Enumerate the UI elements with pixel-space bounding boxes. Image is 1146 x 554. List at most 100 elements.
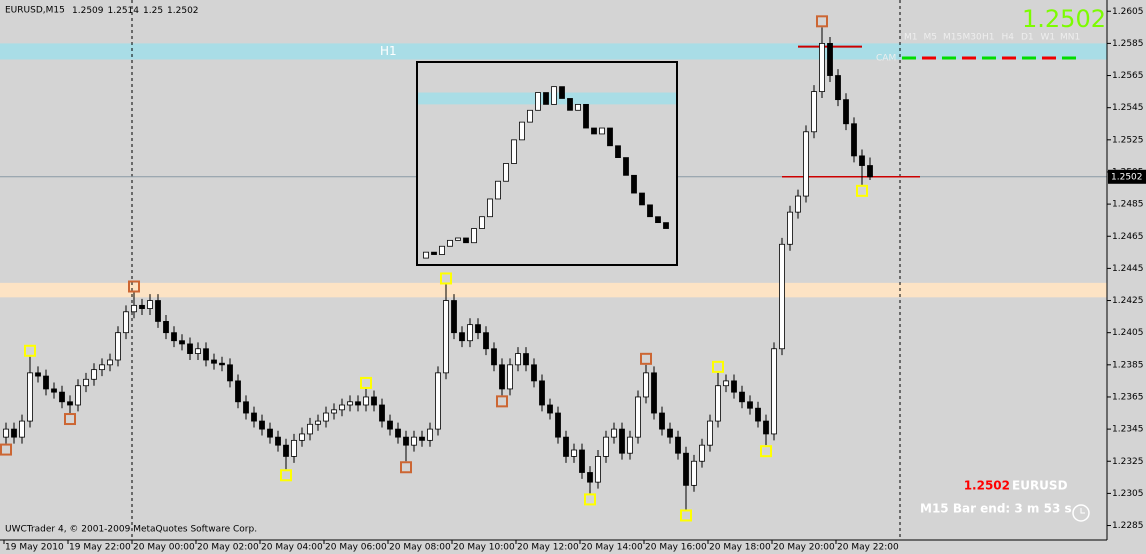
candle-body [475,324,481,334]
inset-candle-body [631,174,637,194]
inset-candle-body [535,92,541,111]
candle-body [67,401,73,406]
candle-body [187,343,193,354]
candle-body [331,409,337,414]
timeframe-button[interactable]: M30 [963,33,982,43]
fractal-up [24,344,36,357]
candle-body [123,311,129,334]
candle-body [635,396,641,438]
y-tick-label: 1.2605 [1112,7,1144,17]
candle-body [531,364,537,382]
candle-body [275,436,281,446]
candle-body [747,401,753,409]
clock-hands [1080,508,1085,514]
timeframe-button[interactable]: M15 [943,33,962,43]
candle-body [99,364,105,371]
candle-body [403,436,409,446]
candle-body [763,420,769,435]
fractal-down [680,509,692,522]
inset-candle-body [663,222,669,229]
candle-body [235,380,241,403]
candle-body [419,436,425,441]
inset-candle-body [599,127,605,135]
candle-body [3,428,9,438]
x-tick-label: 20 May 02:00 [197,543,259,553]
candle-body [715,385,721,422]
inset-candle-body [647,204,653,218]
candle-body [731,380,737,393]
header-value: 1.2514 [108,6,140,16]
candle-body [139,304,145,309]
fractal-down [280,469,292,482]
candle-body [555,412,561,438]
candle-body [587,472,593,483]
candle-body [595,456,601,483]
candle-body [339,404,345,411]
timeframe-button[interactable]: D1 [1021,33,1034,43]
candle-body [835,75,841,101]
timeframe-button[interactable]: M1 [904,33,918,43]
candle-body [739,391,745,403]
candle-body [779,243,785,350]
fractal-up [712,360,724,373]
candle-body [83,378,89,387]
candle-body [507,364,513,390]
candle-body [691,460,697,486]
x-tick-label: 20 May 12:00 [517,543,579,553]
timeframe-button[interactable]: H4 [1002,33,1015,43]
candle-body [499,364,505,390]
candle-body [699,444,705,462]
candle-body [35,372,41,377]
candle-body [627,436,633,454]
candle-body [675,436,681,454]
x-tick-label: 20 May 16:00 [645,543,707,553]
timeframe-button[interactable]: M5 [924,33,938,43]
y-tick-label: 1.2305 [1112,489,1144,499]
candle-body [243,401,249,414]
fractal-up [640,352,652,365]
candle-body [851,123,857,157]
candle-body [147,300,153,309]
candle-body [379,404,385,422]
candle-body [315,420,321,425]
candle-body [363,396,369,406]
fractal-down [400,461,412,474]
timeframe-button[interactable]: H1 [982,33,995,43]
timeframe-button[interactable]: W1 [1041,33,1056,43]
fractal-down [496,395,508,408]
candle-body [131,304,137,313]
candle-body [75,385,81,406]
candle-body [427,428,433,441]
x-tick-label: 19 May 2010 [5,543,64,553]
candle-body [291,439,297,457]
candle-body [483,332,489,350]
candle-body [491,348,497,366]
inset-candle-body [439,245,445,255]
fractal-down [584,493,596,506]
candle-body [563,436,569,457]
header-value: 1.2509 [72,6,104,16]
candle-body [683,452,689,486]
candle-body [827,42,833,76]
y-tick-label: 1.2385 [1112,360,1144,370]
inset-candle-body [551,86,557,105]
inset-candle-body [423,251,429,259]
zone-label: H1 [380,44,397,58]
inset-candle-body [455,237,461,241]
candle-body [307,423,313,435]
candle-body [619,428,625,454]
candle-body [179,340,185,345]
timeframe-button[interactable]: MN1 [1060,33,1080,43]
inset-candle-body [607,127,613,147]
y-tick-label: 1.2365 [1112,392,1144,402]
candle-body [467,324,473,342]
x-tick-label: 20 May 22:00 [837,543,899,553]
y-tick-label: 1.2525 [1112,135,1144,145]
candle-body [11,428,17,438]
candle-body [643,372,649,398]
candle-body [43,375,49,390]
fractal-down [760,445,772,458]
x-tick-label: 20 May 04:00 [261,543,323,553]
candle-body [251,412,257,422]
candle-body [523,353,529,366]
